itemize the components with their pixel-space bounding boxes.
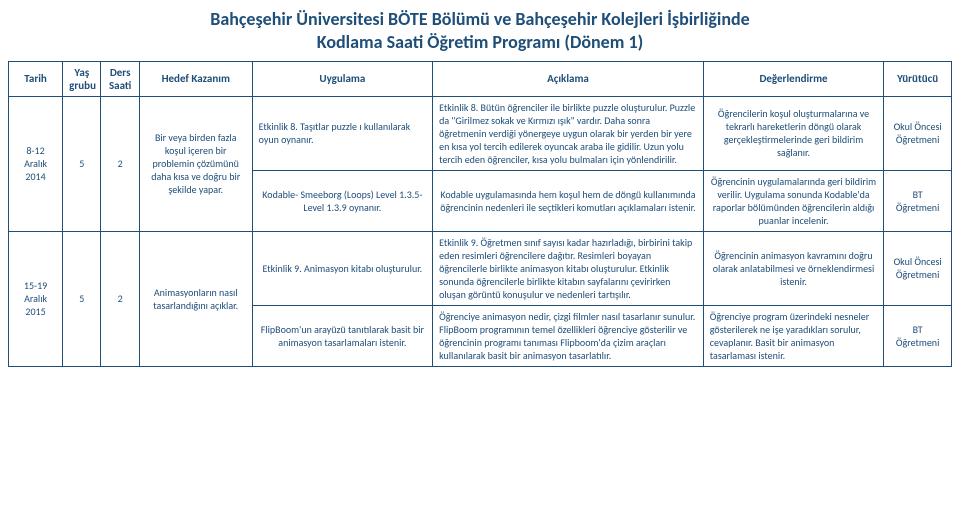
- cell-aciklama: Etkinlik 8. Bütün öğrenciler ile birlikt…: [433, 96, 704, 170]
- title-line-1: Bahçeşehir Üniversitesi BÖTE Bölümü ve B…: [210, 8, 749, 30]
- cell-aciklama: Öğrenciye animasyon nedir, çizgi filmler…: [433, 305, 704, 366]
- cell-tarih: 8-12 Aralık 2014: [9, 96, 63, 231]
- table-row: 15-19 Aralık 2015 5 2 Animasyonların nas…: [9, 231, 952, 305]
- cell-yas: 5: [63, 231, 101, 366]
- cell-degerlendirme: Öğrencinin uygulamalarında geri bildirim…: [703, 170, 883, 231]
- cell-yurutucu: Okul Öncesi Öğretmeni: [884, 231, 952, 305]
- header-aciklama: Açıklama: [433, 61, 704, 96]
- cell-ders: 2: [101, 96, 139, 231]
- cell-yurutucu: Okul Öncesi Öğretmeni: [884, 96, 952, 170]
- title-line-2: Kodlama Saati Öğretim Programı (Dönem 1): [317, 31, 643, 53]
- cell-yurutucu: BT Öğretmeni: [884, 305, 952, 366]
- cell-uygulama: FlipBoom'un arayüzü tanıtılarak basit bi…: [252, 305, 432, 366]
- cell-yurutucu: BT Öğretmeni: [884, 170, 952, 231]
- cell-tarih: 15-19 Aralık 2015: [9, 231, 63, 366]
- cell-degerlendirme: Öğrencilerin koşul oluşturmalarına ve te…: [703, 96, 883, 170]
- cell-yas: 5: [63, 96, 101, 231]
- header-degerlendirme: Değerlendirme: [703, 61, 883, 96]
- page-title: Bahçeşehir Üniversitesi BÖTE Bölümü ve B…: [8, 8, 952, 55]
- cell-uygulama: Etkinlik 8. Taşıtlar puzzle ı kullanılar…: [252, 96, 432, 170]
- cell-kazanim: Bir veya birden fazla koşul içeren bir p…: [139, 96, 252, 231]
- cell-kazanim: Animasyonların nasıl tasarlandığını açık…: [139, 231, 252, 366]
- cell-ders: 2: [101, 231, 139, 366]
- curriculum-table: Tarih Yaş grubu Ders Saati Hedef Kazanım…: [8, 61, 952, 367]
- header-ders: Ders Saati: [101, 61, 139, 96]
- header-yurutucu: Yürütücü: [884, 61, 952, 96]
- cell-degerlendirme: Öğrenciye program üzerindeki nesneler gö…: [703, 305, 883, 366]
- header-tarih: Tarih: [9, 61, 63, 96]
- cell-uygulama: Kodable- Smeeborg (Loops) Level 1.3.5-Le…: [252, 170, 432, 231]
- header-kazanim: Hedef Kazanım: [139, 61, 252, 96]
- header-uygulama: Uygulama: [252, 61, 432, 96]
- header-row: Tarih Yaş grubu Ders Saati Hedef Kazanım…: [9, 61, 952, 96]
- cell-uygulama: Etkinlik 9. Animasyon kitabı oluşturulur…: [252, 231, 432, 305]
- header-yas: Yaş grubu: [63, 61, 101, 96]
- cell-aciklama: Kodable uygulamasında hem koşul hem de d…: [433, 170, 704, 231]
- table-row: 8-12 Aralık 2014 5 2 Bir veya birden faz…: [9, 96, 952, 170]
- cell-degerlendirme: Öğrencinin animasyon kavramını doğru ola…: [703, 231, 883, 305]
- cell-aciklama: Etkinlik 9. Öğretmen sınıf sayısı kadar …: [433, 231, 704, 305]
